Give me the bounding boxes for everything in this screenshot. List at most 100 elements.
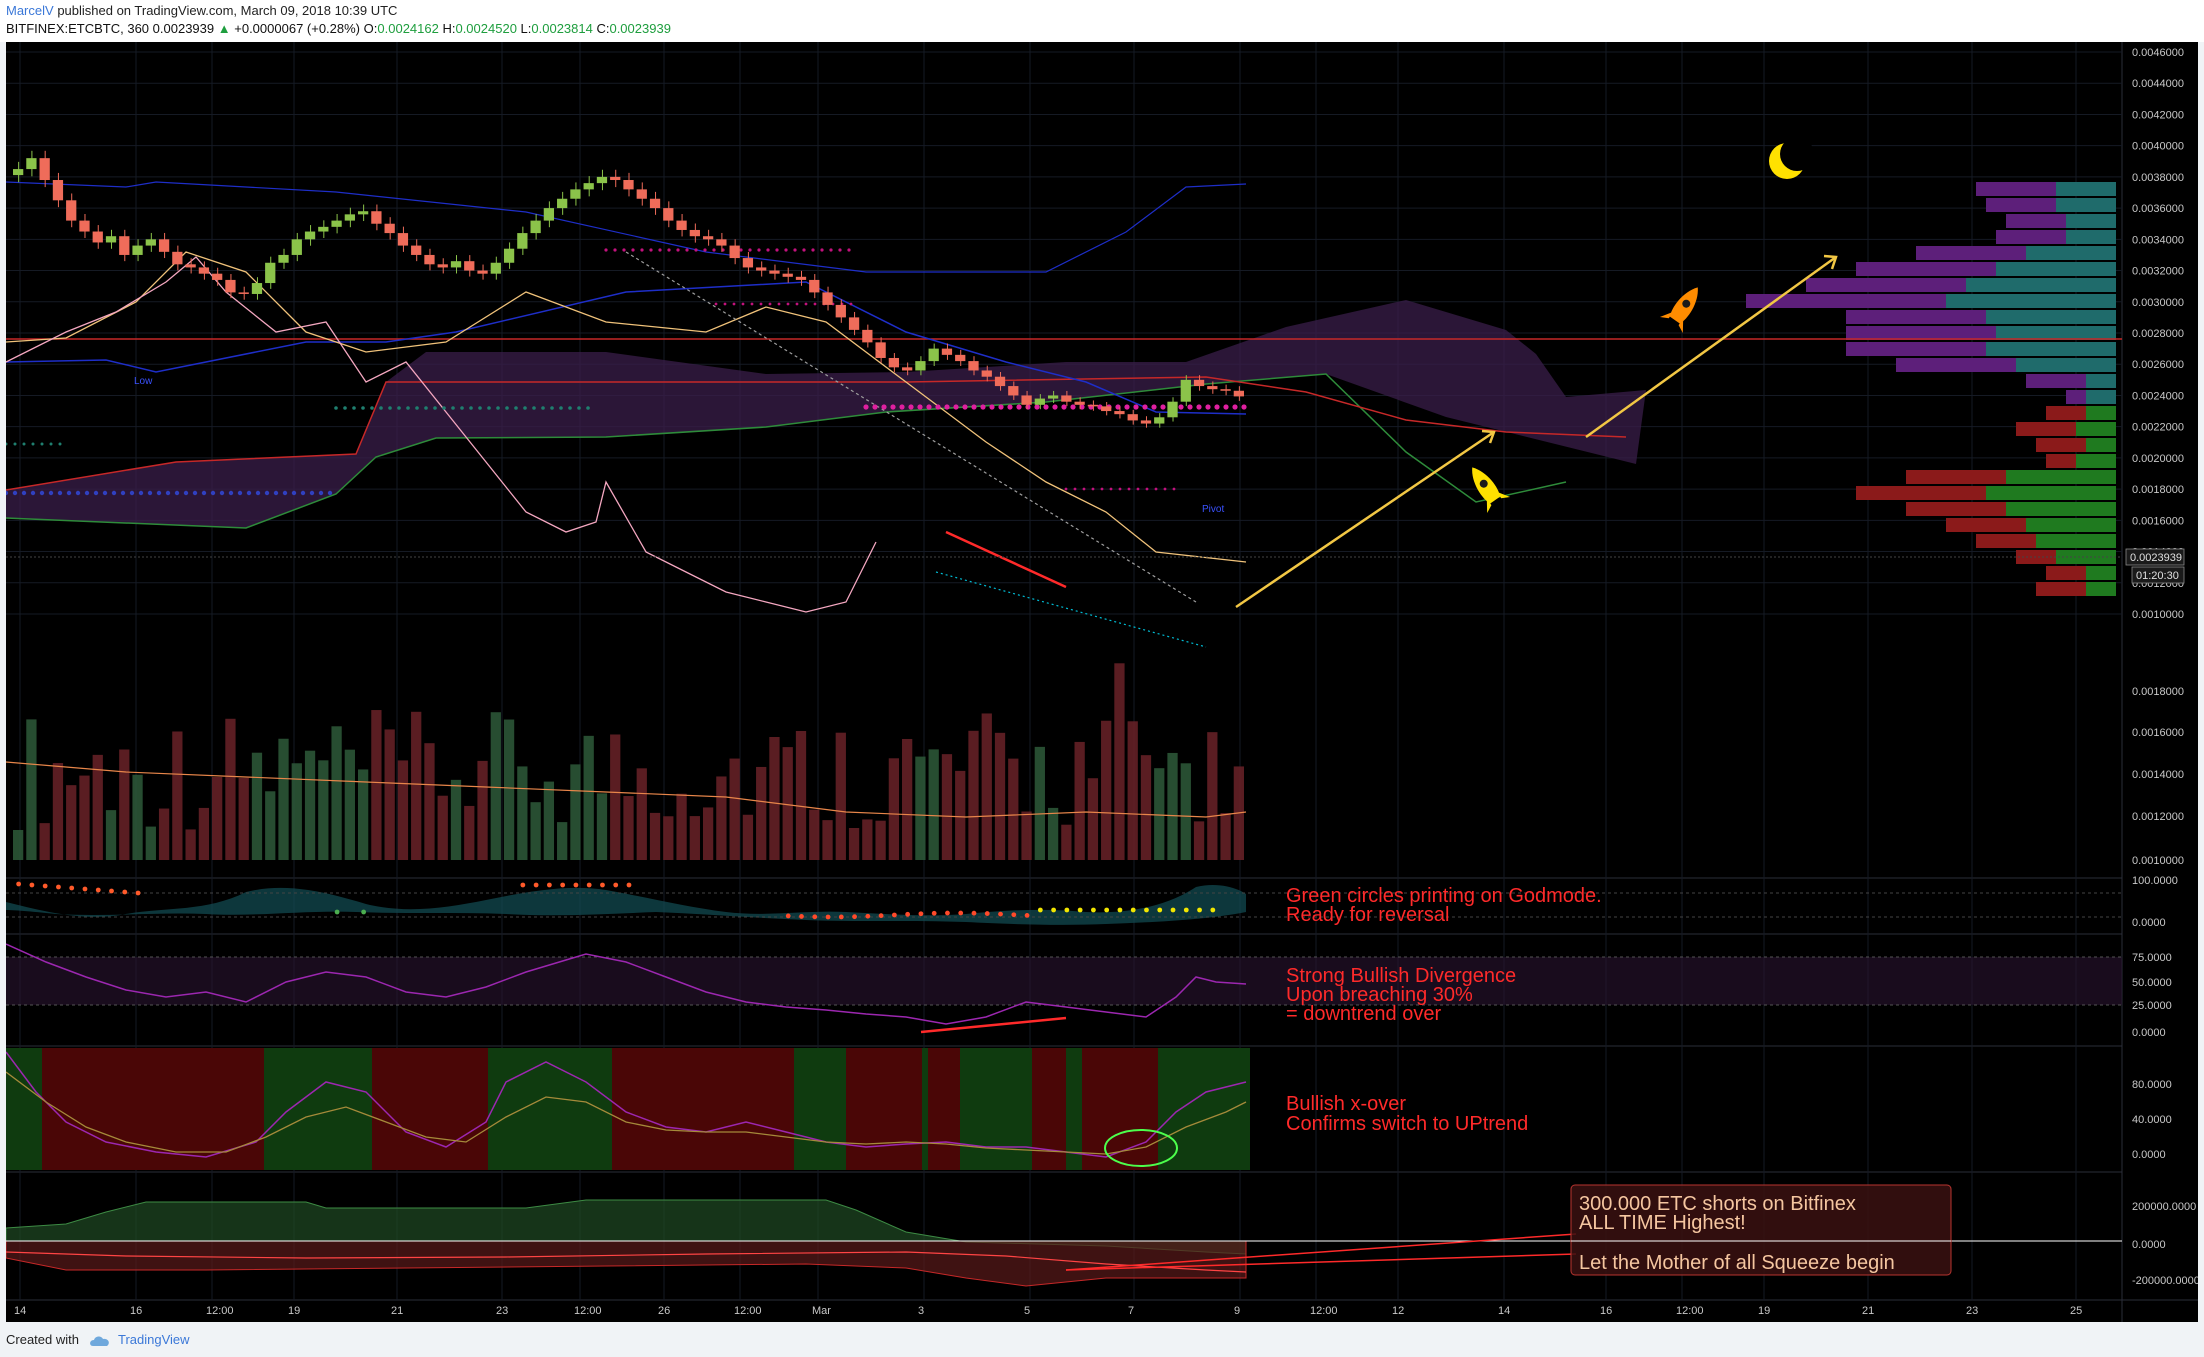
pivot-dot bbox=[944, 404, 950, 410]
pivot-dot bbox=[777, 302, 781, 306]
pivot-dot bbox=[586, 406, 590, 410]
pivot-dot bbox=[748, 248, 752, 252]
candle-body bbox=[902, 367, 913, 371]
pivot-dot bbox=[1241, 404, 1247, 410]
volume-profile bbox=[1746, 182, 2116, 596]
sub-tick-label: 100.0000 bbox=[2132, 875, 2178, 887]
time-tick-label: 12 bbox=[1392, 1305, 1404, 1317]
pivot-dot bbox=[318, 490, 324, 496]
pivot-dot bbox=[917, 404, 923, 410]
pivot-dot bbox=[784, 248, 788, 252]
volume-bar bbox=[437, 795, 448, 860]
volume-bar bbox=[212, 776, 223, 860]
candle-body bbox=[716, 239, 727, 246]
godmode-dot bbox=[799, 914, 804, 919]
candle-body bbox=[490, 262, 501, 274]
time-tick-label: Mar bbox=[812, 1305, 831, 1317]
rsi-pane bbox=[5, 943, 2122, 1034]
candles bbox=[13, 150, 1244, 428]
godmode-dot bbox=[69, 885, 75, 891]
candle-body bbox=[848, 317, 860, 330]
pivot-dot bbox=[1136, 487, 1140, 491]
pivot-dot bbox=[1016, 404, 1022, 410]
volume-bar bbox=[52, 763, 64, 860]
tradingview-link[interactable]: TradingView bbox=[118, 1332, 190, 1347]
time-tick-label: 12:00 bbox=[1310, 1305, 1338, 1317]
time-tick-label: 3 bbox=[918, 1305, 924, 1317]
rsi-note-3: = downtrend over bbox=[1286, 1003, 1441, 1025]
author-link[interactable]: MarcelV bbox=[6, 3, 54, 18]
pivot-dot bbox=[129, 490, 135, 496]
godmode-dot bbox=[958, 910, 964, 916]
chart-svg[interactable]: Green circles printing on Godmode. Ready… bbox=[3, 42, 2200, 1322]
moon-icon bbox=[1769, 137, 1814, 179]
pivot-dot bbox=[811, 248, 815, 252]
price-tick-label: 0.0044000 bbox=[2132, 78, 2184, 90]
stoch-note-1: Bullish x-over bbox=[1286, 1093, 1406, 1115]
vp-volume-b bbox=[1986, 198, 2056, 212]
godmode-dot bbox=[135, 890, 141, 896]
volume-bar bbox=[357, 769, 369, 860]
low-value: 0.0023814 bbox=[531, 21, 593, 36]
godmode-dot bbox=[586, 882, 592, 888]
candle-body bbox=[344, 214, 355, 221]
symbol-line: BITFINEX:ETCBTC, 360 0.0023939 ▲ +0.0000… bbox=[6, 21, 671, 36]
pivot-dot bbox=[1124, 404, 1130, 410]
pivot-dot bbox=[327, 490, 333, 496]
pivot-dot bbox=[998, 404, 1004, 410]
open-value: 0.0024162 bbox=[377, 21, 439, 36]
vp-volume-a bbox=[1996, 326, 2116, 340]
volume-bar bbox=[742, 814, 754, 860]
pivot-dot bbox=[838, 248, 842, 252]
rsi-divergence-line bbox=[920, 1016, 1067, 1034]
pivot-dot bbox=[352, 406, 356, 410]
volume-bars bbox=[13, 663, 1244, 860]
vp-volume-b bbox=[1896, 358, 2016, 372]
candle-body bbox=[1034, 398, 1045, 405]
pivot-dot bbox=[309, 490, 315, 496]
pivot-dot bbox=[1082, 487, 1086, 491]
godmode-dot bbox=[931, 910, 937, 916]
sub-tick-label: 0.0000 bbox=[2132, 1239, 2166, 1251]
godmode-dot bbox=[905, 911, 911, 917]
pivot-dot bbox=[30, 490, 36, 496]
chart-area[interactable]: Green circles printing on Godmode. Ready… bbox=[3, 42, 2200, 1322]
pivot-dot bbox=[75, 490, 81, 496]
volume-bar bbox=[13, 830, 24, 860]
volume-bar bbox=[915, 756, 926, 860]
pivot-dot bbox=[255, 490, 261, 496]
time-tick-label: 14 bbox=[1498, 1305, 1510, 1317]
close-label: C: bbox=[596, 21, 610, 36]
pivot-dot bbox=[802, 248, 806, 252]
vp-volume-a bbox=[2026, 518, 2116, 532]
volume-bar bbox=[623, 796, 634, 860]
sub-tick-label: 0.0014000 bbox=[2132, 769, 2184, 781]
pivot-dot bbox=[451, 406, 455, 410]
price-tick-label: 0.0026000 bbox=[2132, 359, 2184, 371]
pivot-dot bbox=[1151, 404, 1157, 410]
candle-body bbox=[1220, 389, 1231, 391]
candle-body bbox=[158, 239, 170, 252]
candle-body bbox=[424, 254, 435, 265]
volume-bar bbox=[596, 793, 608, 860]
vp-volume-a bbox=[2066, 230, 2116, 244]
pivot-dot bbox=[39, 490, 45, 496]
godmode-dot bbox=[1183, 907, 1189, 913]
time-tick-label: 25 bbox=[2070, 1305, 2082, 1317]
godmode-dot bbox=[1117, 907, 1123, 913]
published-text: published on TradingView.com, March 09, … bbox=[57, 3, 398, 18]
vp-volume-b bbox=[1906, 502, 2006, 516]
sub-tick-label: 0.0000 bbox=[2132, 1149, 2166, 1161]
vp-volume-a bbox=[1986, 486, 2116, 500]
volume-bar bbox=[397, 760, 409, 860]
volume-bar bbox=[716, 776, 727, 860]
stoch-band bbox=[42, 1048, 264, 1170]
godmode-dot bbox=[560, 882, 566, 888]
pivot-dot bbox=[881, 404, 887, 410]
pivot-dot bbox=[908, 404, 914, 410]
candle-body bbox=[26, 158, 37, 170]
pivot-dot bbox=[622, 248, 626, 252]
pivot-dot bbox=[523, 406, 527, 410]
rocket-icon bbox=[1472, 467, 1511, 514]
candle-body bbox=[477, 270, 488, 274]
